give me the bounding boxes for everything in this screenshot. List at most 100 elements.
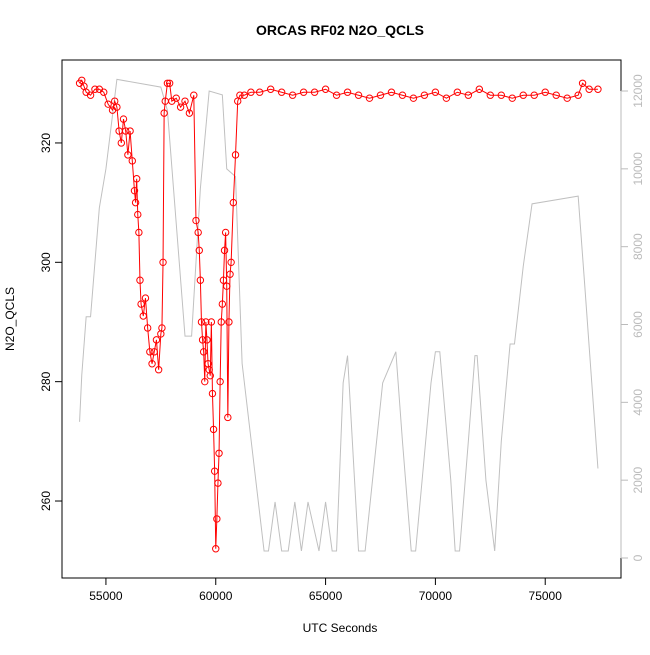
- data-point: [236, 91, 244, 99]
- data-point: [208, 389, 217, 398]
- data-point: [266, 85, 275, 93]
- data-point: [227, 258, 235, 267]
- data-point: [218, 300, 227, 308]
- plot-box: [61, 59, 622, 579]
- y2-tick-label: 0: [631, 554, 645, 561]
- data-point: [209, 425, 218, 434]
- data-point: [277, 88, 286, 96]
- data-point: [194, 228, 202, 237]
- data-point: [100, 88, 108, 96]
- data-point: [530, 91, 538, 99]
- data-point: [134, 210, 142, 219]
- data-point: [158, 324, 166, 332]
- x-tick-label: 75000: [529, 589, 563, 603]
- data-point: [226, 270, 234, 278]
- data-point: [119, 115, 128, 123]
- y-tick-label: 280: [39, 371, 53, 391]
- data-point: [176, 103, 185, 111]
- data-point: [131, 198, 140, 207]
- data-point: [150, 348, 158, 356]
- data-point: [578, 79, 587, 87]
- data-point: [163, 79, 172, 87]
- data-point: [126, 127, 134, 135]
- data-point: [185, 109, 194, 117]
- data-point: [229, 198, 238, 207]
- x-tick-label: 55000: [89, 589, 123, 603]
- data-line: [79, 78, 599, 552]
- data-point: [91, 85, 99, 93]
- data-point: [224, 413, 232, 422]
- data-point: [221, 228, 230, 237]
- data-point: [585, 85, 593, 93]
- data-point: [223, 282, 231, 290]
- data-point: [132, 175, 141, 183]
- data-point: [343, 88, 352, 96]
- data-point: [130, 186, 139, 195]
- data-point: [113, 103, 121, 111]
- data-point: [206, 371, 214, 380]
- data-line: [79, 79, 598, 549]
- chart-title: ORCAS RF02 N2O_QCLS: [256, 22, 424, 38]
- data-point: [332, 91, 341, 99]
- data-point: [86, 91, 95, 99]
- data-point: [196, 276, 205, 284]
- data-point: [321, 85, 330, 93]
- data-point: [497, 91, 505, 99]
- data-point: [376, 91, 385, 99]
- data-point: [398, 91, 407, 99]
- data-point: [365, 94, 374, 102]
- data-point: [541, 88, 549, 96]
- data-point: [563, 94, 571, 102]
- data-point: [198, 336, 207, 344]
- data-point: [464, 91, 473, 99]
- data-point: [117, 139, 126, 147]
- data-point: [124, 151, 132, 159]
- data-point: [288, 91, 297, 99]
- data-point: [212, 545, 220, 553]
- data-point: [210, 467, 219, 475]
- data-point: [190, 91, 198, 99]
- data-point: [475, 85, 484, 93]
- data-point: [594, 85, 602, 93]
- data-point: [128, 157, 136, 165]
- data-point: [139, 312, 147, 320]
- data-point: [552, 91, 560, 99]
- data-point: [172, 94, 180, 102]
- data-point: [202, 318, 210, 326]
- y2-tick-label: 8000: [631, 233, 645, 260]
- x-tick-label: 60000: [199, 589, 233, 603]
- data-point: [442, 94, 451, 102]
- data-point: [154, 366, 163, 374]
- data-point: [217, 318, 225, 326]
- data-point: [165, 79, 174, 87]
- data-point: [197, 318, 206, 326]
- data-point: [203, 336, 211, 344]
- data-point: [135, 228, 143, 237]
- data-point: [201, 377, 209, 386]
- data-point: [219, 276, 228, 284]
- y-tick-label: 260: [39, 491, 53, 511]
- data-point: [247, 88, 255, 96]
- data-point: [215, 449, 223, 457]
- data-point: [199, 348, 208, 356]
- data-point: [299, 88, 308, 96]
- data-point: [159, 258, 167, 267]
- data-point: [148, 360, 156, 368]
- data-point: [213, 515, 221, 523]
- x-tick-label: 70000: [419, 589, 453, 603]
- y2-tick-label: 10000: [631, 152, 645, 186]
- data-point: [310, 88, 319, 96]
- data-point: [207, 318, 216, 326]
- x-tick-label: 65000: [309, 589, 343, 603]
- data-point: [225, 318, 233, 326]
- data-point: [137, 300, 145, 308]
- data-point: [409, 94, 418, 102]
- data-point: [255, 88, 264, 96]
- y2-tick-label: 6000: [631, 311, 645, 338]
- data-point: [387, 88, 396, 96]
- data-point: [216, 377, 224, 386]
- y-tick-label: 320: [39, 133, 53, 153]
- data-point: [214, 479, 222, 487]
- data-point: [231, 151, 240, 159]
